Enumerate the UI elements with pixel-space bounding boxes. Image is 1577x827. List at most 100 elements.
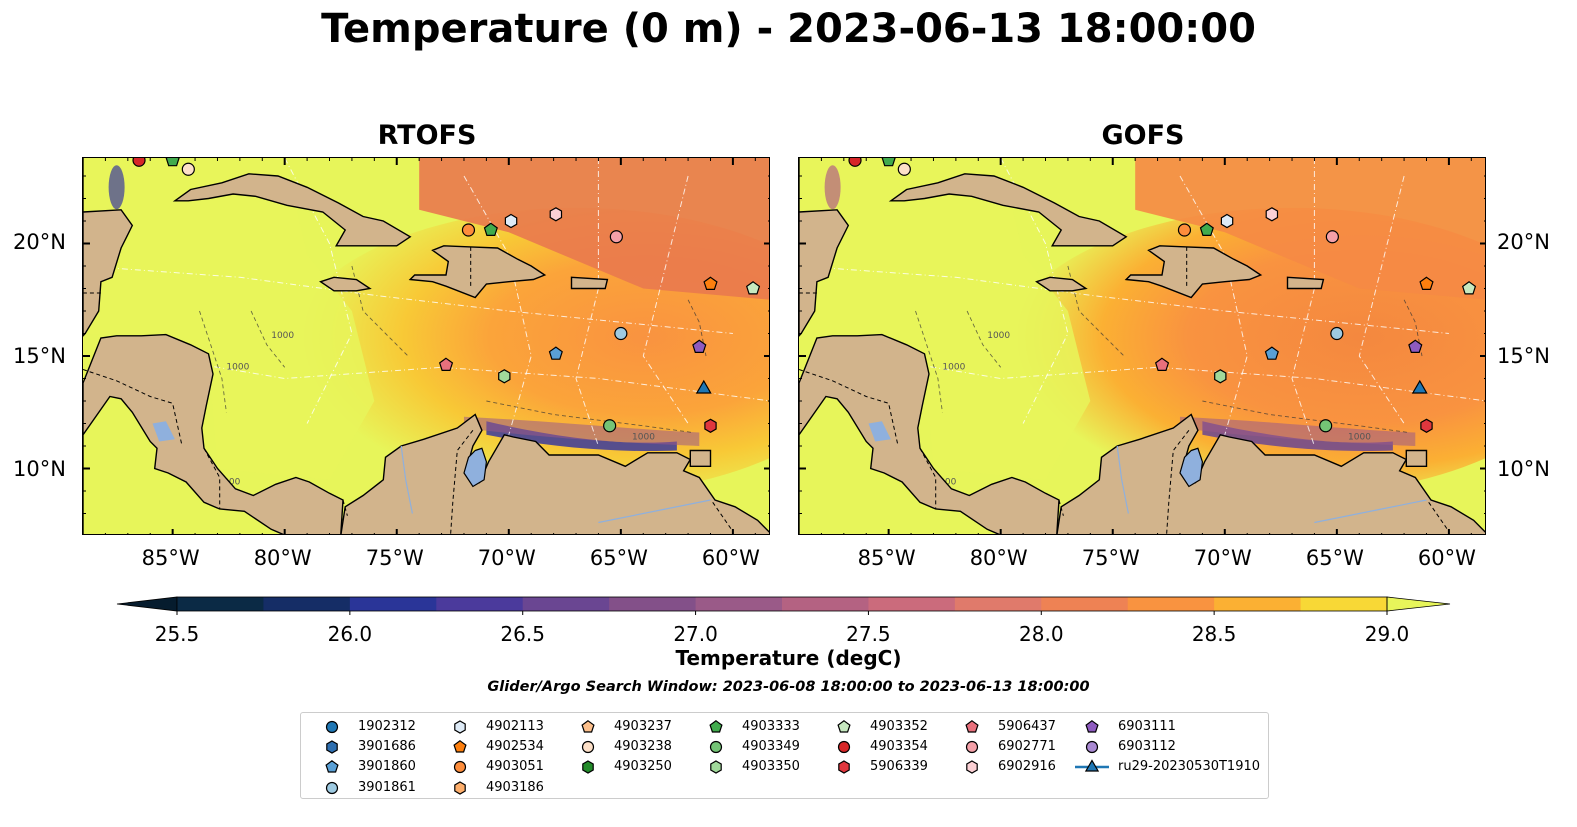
lat-tick-right: 15°N (1497, 344, 1550, 368)
pentagon-marker-icon (709, 720, 723, 733)
float-marker (165, 158, 180, 167)
legend-label: 4902534 (486, 739, 544, 754)
lon-tick-label: 70°W (477, 546, 536, 570)
colorbar-segment (1041, 597, 1129, 611)
float-marker (692, 339, 707, 353)
colorbar-segment (177, 597, 264, 611)
lon-tick-label: 65°W (589, 546, 648, 570)
colorbar-tick: 27.5 (846, 622, 891, 645)
float-marker (549, 207, 563, 222)
lat-tick-right: 20°N (1497, 230, 1550, 254)
legend-label: 4903237 (614, 719, 672, 734)
main-title: Temperature (0 m) - 2023-06-13 18:00:00 (321, 6, 1256, 52)
legend-label: 3901861 (358, 780, 416, 795)
colorbar-segment (436, 597, 524, 611)
pentagon-marker-icon (581, 720, 595, 733)
colorbar: 25.5 26.0 26.5 27.0 27.5 28.0 28.5 29.0 (116, 596, 1451, 645)
lon-tick-label: 80°W (253, 546, 312, 570)
hexagon-marker-icon (966, 760, 978, 774)
hexagon-marker-icon (582, 760, 594, 774)
lon-tick-label: 85°W (141, 546, 200, 570)
float-marker (1420, 418, 1433, 433)
circle-marker-icon (965, 740, 979, 754)
legend-label: 3901686 (358, 739, 416, 754)
lon-tick-label: 75°W (365, 546, 424, 570)
float-marker (1408, 339, 1423, 353)
legend-label: 4903352 (870, 719, 928, 734)
float-marker (438, 357, 454, 371)
colorbar-segment (263, 597, 351, 611)
legend-label: 4903350 (742, 759, 800, 774)
circle-marker-icon (837, 740, 851, 754)
colorbar-tick: 25.5 (155, 622, 200, 645)
panel-title-rtofs: RTOFS (377, 120, 477, 151)
circle-marker-icon (453, 760, 467, 774)
float-marker (548, 346, 563, 360)
float-marker (1411, 379, 1428, 394)
float-marker (1264, 346, 1279, 360)
search-window-text: Glider/Argo Search Window: 2023-06-08 18… (487, 679, 1090, 695)
float-marker (848, 158, 862, 167)
float-marker (897, 162, 911, 176)
contour-label: 1000 (226, 363, 249, 373)
float-marker (1154, 357, 1170, 371)
float-marker (1265, 207, 1279, 222)
legend-label: 6903111 (1118, 719, 1176, 734)
pentagon-marker-icon (965, 720, 979, 733)
lon-tick-label: 75°W (1081, 546, 1140, 570)
lon-tick-label: 60°W (701, 546, 760, 570)
lat-tick-left: 15°N (13, 344, 66, 368)
float-marker (461, 223, 476, 237)
hexagon-marker-icon (454, 781, 466, 795)
legend-label: 6903112 (1118, 739, 1176, 754)
lon-tick-label: 70°W (1193, 546, 1252, 570)
legend-label: 4903051 (486, 759, 544, 774)
float-marker (498, 369, 511, 384)
lat-tick-left: 20°N (13, 230, 66, 254)
circle-marker-icon (325, 720, 339, 734)
panel-title-gofs: GOFS (1101, 120, 1185, 151)
hexagon-marker-icon (838, 760, 850, 774)
legend-label: 6902916 (998, 759, 1056, 774)
float-marker (745, 281, 761, 295)
colorbar-segment (695, 597, 783, 611)
legend-label: 4903250 (614, 759, 672, 774)
hexagon-marker-icon (454, 720, 466, 734)
colorbar-tick: 28.5 (1192, 622, 1237, 645)
pentagon-marker-icon (325, 760, 339, 773)
legend-label: 4902113 (486, 719, 544, 734)
colorbar-segment (1300, 597, 1388, 611)
float-marker (881, 158, 896, 167)
float-marker (1199, 222, 1214, 237)
float-marker (609, 230, 623, 244)
lon-tick-label: 65°W (1305, 546, 1364, 570)
legend-label: 3901860 (358, 759, 416, 774)
float-marker (1330, 326, 1344, 341)
colorbar-segment (1127, 597, 1215, 611)
lat-tick-right: 10°N (1497, 457, 1550, 481)
float-marker (704, 418, 717, 433)
legend-label: 4903186 (486, 780, 544, 795)
colorbar-tick: 28.0 (1019, 622, 1064, 645)
colorbar-segment (349, 597, 437, 611)
float-marker (1177, 223, 1192, 237)
float-marker (1461, 281, 1477, 295)
colorbar-label: Temperature (degC) (675, 646, 902, 670)
hexagon-marker-icon (710, 760, 722, 774)
colorbar-tick: 29.0 (1365, 622, 1410, 645)
legend-label: 4903354 (870, 739, 928, 754)
float-marker (703, 276, 718, 290)
colorbar-segment (868, 597, 956, 611)
lon-tick-label: 80°W (969, 546, 1028, 570)
float-marker (603, 419, 617, 433)
colorbar-segment (782, 597, 869, 611)
circle-marker-icon (1085, 740, 1099, 754)
contour-label: 1000 (632, 432, 655, 442)
legend-label: 4903238 (614, 739, 672, 754)
lon-tick-label: 85°W (857, 546, 916, 570)
colorbar-segment (609, 597, 697, 611)
float-marker (483, 222, 498, 237)
float-marker (1214, 369, 1227, 384)
